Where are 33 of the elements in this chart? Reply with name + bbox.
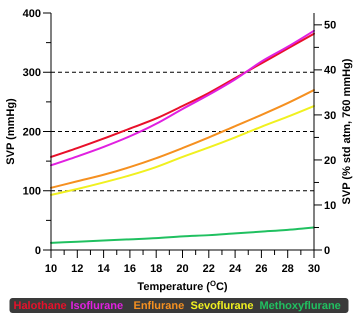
x-tick-label: 16 [124,263,136,275]
y2-tick-label: 50 [324,20,336,32]
y2-tick-label: 20 [324,154,336,167]
text: Sevoflurane [190,300,254,312]
y2-tick-label: 10 [324,200,336,212]
text: Isoflurane [70,300,124,312]
x-tick-label: 22 [202,263,215,275]
x-tick-label: 14 [97,263,111,275]
line-series [50,89,315,189]
text: Enflurane [134,300,184,312]
y2-tick-label: 40 [324,64,336,77]
y-tick-label: 300 [22,67,41,80]
x-tick-label: 26 [255,263,268,275]
x-tick-label: 12 [71,263,84,275]
y-axis-title: SVP (mmHg) [5,98,17,165]
line-series [50,105,315,196]
x-tick-label: 28 [282,263,294,275]
y2-tick-label: 0 [324,244,330,257]
y-tick-label: 400 [22,8,41,20]
y-tick-label: 0 [34,244,41,257]
x-tick-label: 10 [44,263,58,275]
x-tick-label: 20 [176,263,189,275]
text: Methoxyflurane [260,300,341,312]
text: Halothane [14,300,67,312]
y2-axis-title: SVP (% std atm, 760 mmHg) [341,58,353,204]
x-tick-label: 24 [228,263,242,275]
x-tick-label: 18 [150,263,162,275]
x-axis-title: Temperature ($^{O}$C) [137,278,228,293]
x-tick-label: 30 [308,263,320,275]
y-tick-label: 100 [22,186,41,198]
y2-tick-label: 30 [324,110,336,122]
y-tick-label: 200 [22,126,41,138]
line-series [50,226,315,244]
